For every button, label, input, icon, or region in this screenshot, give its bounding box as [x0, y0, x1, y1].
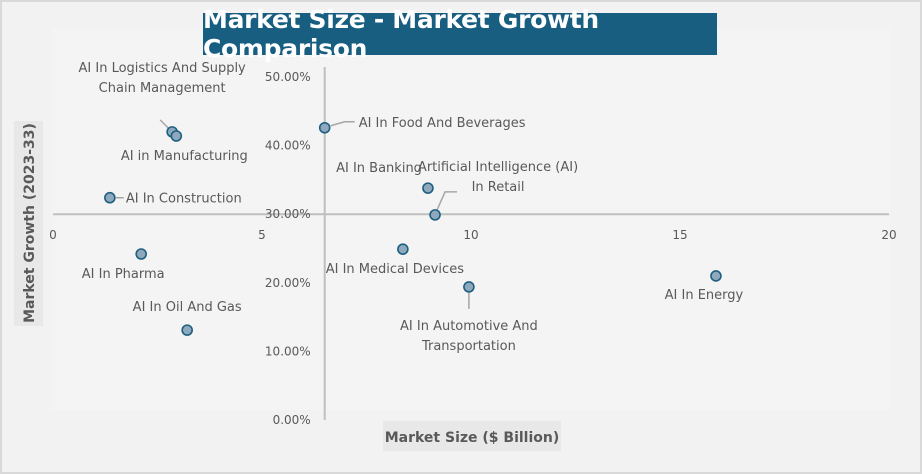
data-point[interactable]: [397, 243, 409, 255]
y-tick-label: 40.00%: [265, 139, 311, 153]
y-tick-label: 10.00%: [265, 344, 311, 358]
chart-title-box: Market Size - Market Growth Comparison: [203, 5, 717, 63]
leader-lines: [115, 119, 470, 309]
y-tick-label: 0.00%: [273, 413, 311, 427]
x-tick-labels: 0 5 10 15 20: [49, 228, 896, 242]
data-label: AI in Manufacturing: [121, 149, 248, 164]
plot-area: [52, 28, 890, 410]
data-label: AI In Food And Beverages: [359, 116, 526, 131]
y-axis-title: Market Growth (2023-33): [22, 123, 38, 323]
x-tick-label: 20: [881, 228, 896, 242]
x-tick-label: 5: [258, 228, 266, 242]
leader-line: [159, 119, 170, 130]
data-labels: AI In Logistics And Supply Chain Manageme…: [79, 61, 744, 354]
data-label: AI In Energy: [665, 288, 744, 303]
y-tick-label: 50.00%: [265, 70, 311, 84]
x-tick-label: 10: [463, 228, 478, 242]
leader-line: [330, 121, 355, 127]
y-axis-title-bg: [14, 121, 43, 326]
data-point[interactable]: [710, 270, 722, 282]
data-point[interactable]: [422, 182, 434, 194]
data-label: AI In Logistics And Supply: [79, 61, 247, 76]
y-tick-labels: 0.00% 10.00% 20.00% 30.00% 40.00% 50.00%: [265, 70, 311, 427]
data-point[interactable]: [135, 248, 147, 260]
x-axis-title: Market Size ($ Billion): [385, 430, 560, 446]
x-axis-title-bg: [383, 421, 561, 451]
data-label: Artificial Intelligence (AI): [418, 160, 578, 175]
x-tick-label: 0: [49, 228, 57, 242]
data-point[interactable]: [170, 130, 183, 142]
data-label: In Retail: [472, 180, 525, 195]
data-label: AI In Oil And Gas: [133, 300, 242, 315]
x-tick-label: 15: [672, 228, 687, 242]
data-point[interactable]: [318, 121, 331, 134]
data-label: Transportation: [421, 339, 516, 354]
leader-line: [436, 191, 458, 211]
data-label: AI In Pharma: [82, 267, 165, 282]
data-label: Chain Management: [99, 81, 226, 96]
y-tick-label: 30.00%: [265, 207, 311, 221]
data-label: AI In Automotive And: [400, 319, 538, 334]
data-points: [104, 121, 722, 336]
data-point[interactable]: [463, 281, 475, 293]
chart-title: Market Size - Market Growth Comparison: [203, 5, 599, 63]
data-point[interactable]: [181, 324, 193, 336]
data-point[interactable]: [104, 191, 116, 204]
data-point[interactable]: [429, 209, 441, 221]
y-tick-label: 20.00%: [265, 276, 311, 290]
data-label: AI In Construction: [126, 192, 242, 207]
data-label: AI In Banking: [336, 161, 422, 176]
data-label: AI In Medical Devices: [326, 262, 464, 277]
